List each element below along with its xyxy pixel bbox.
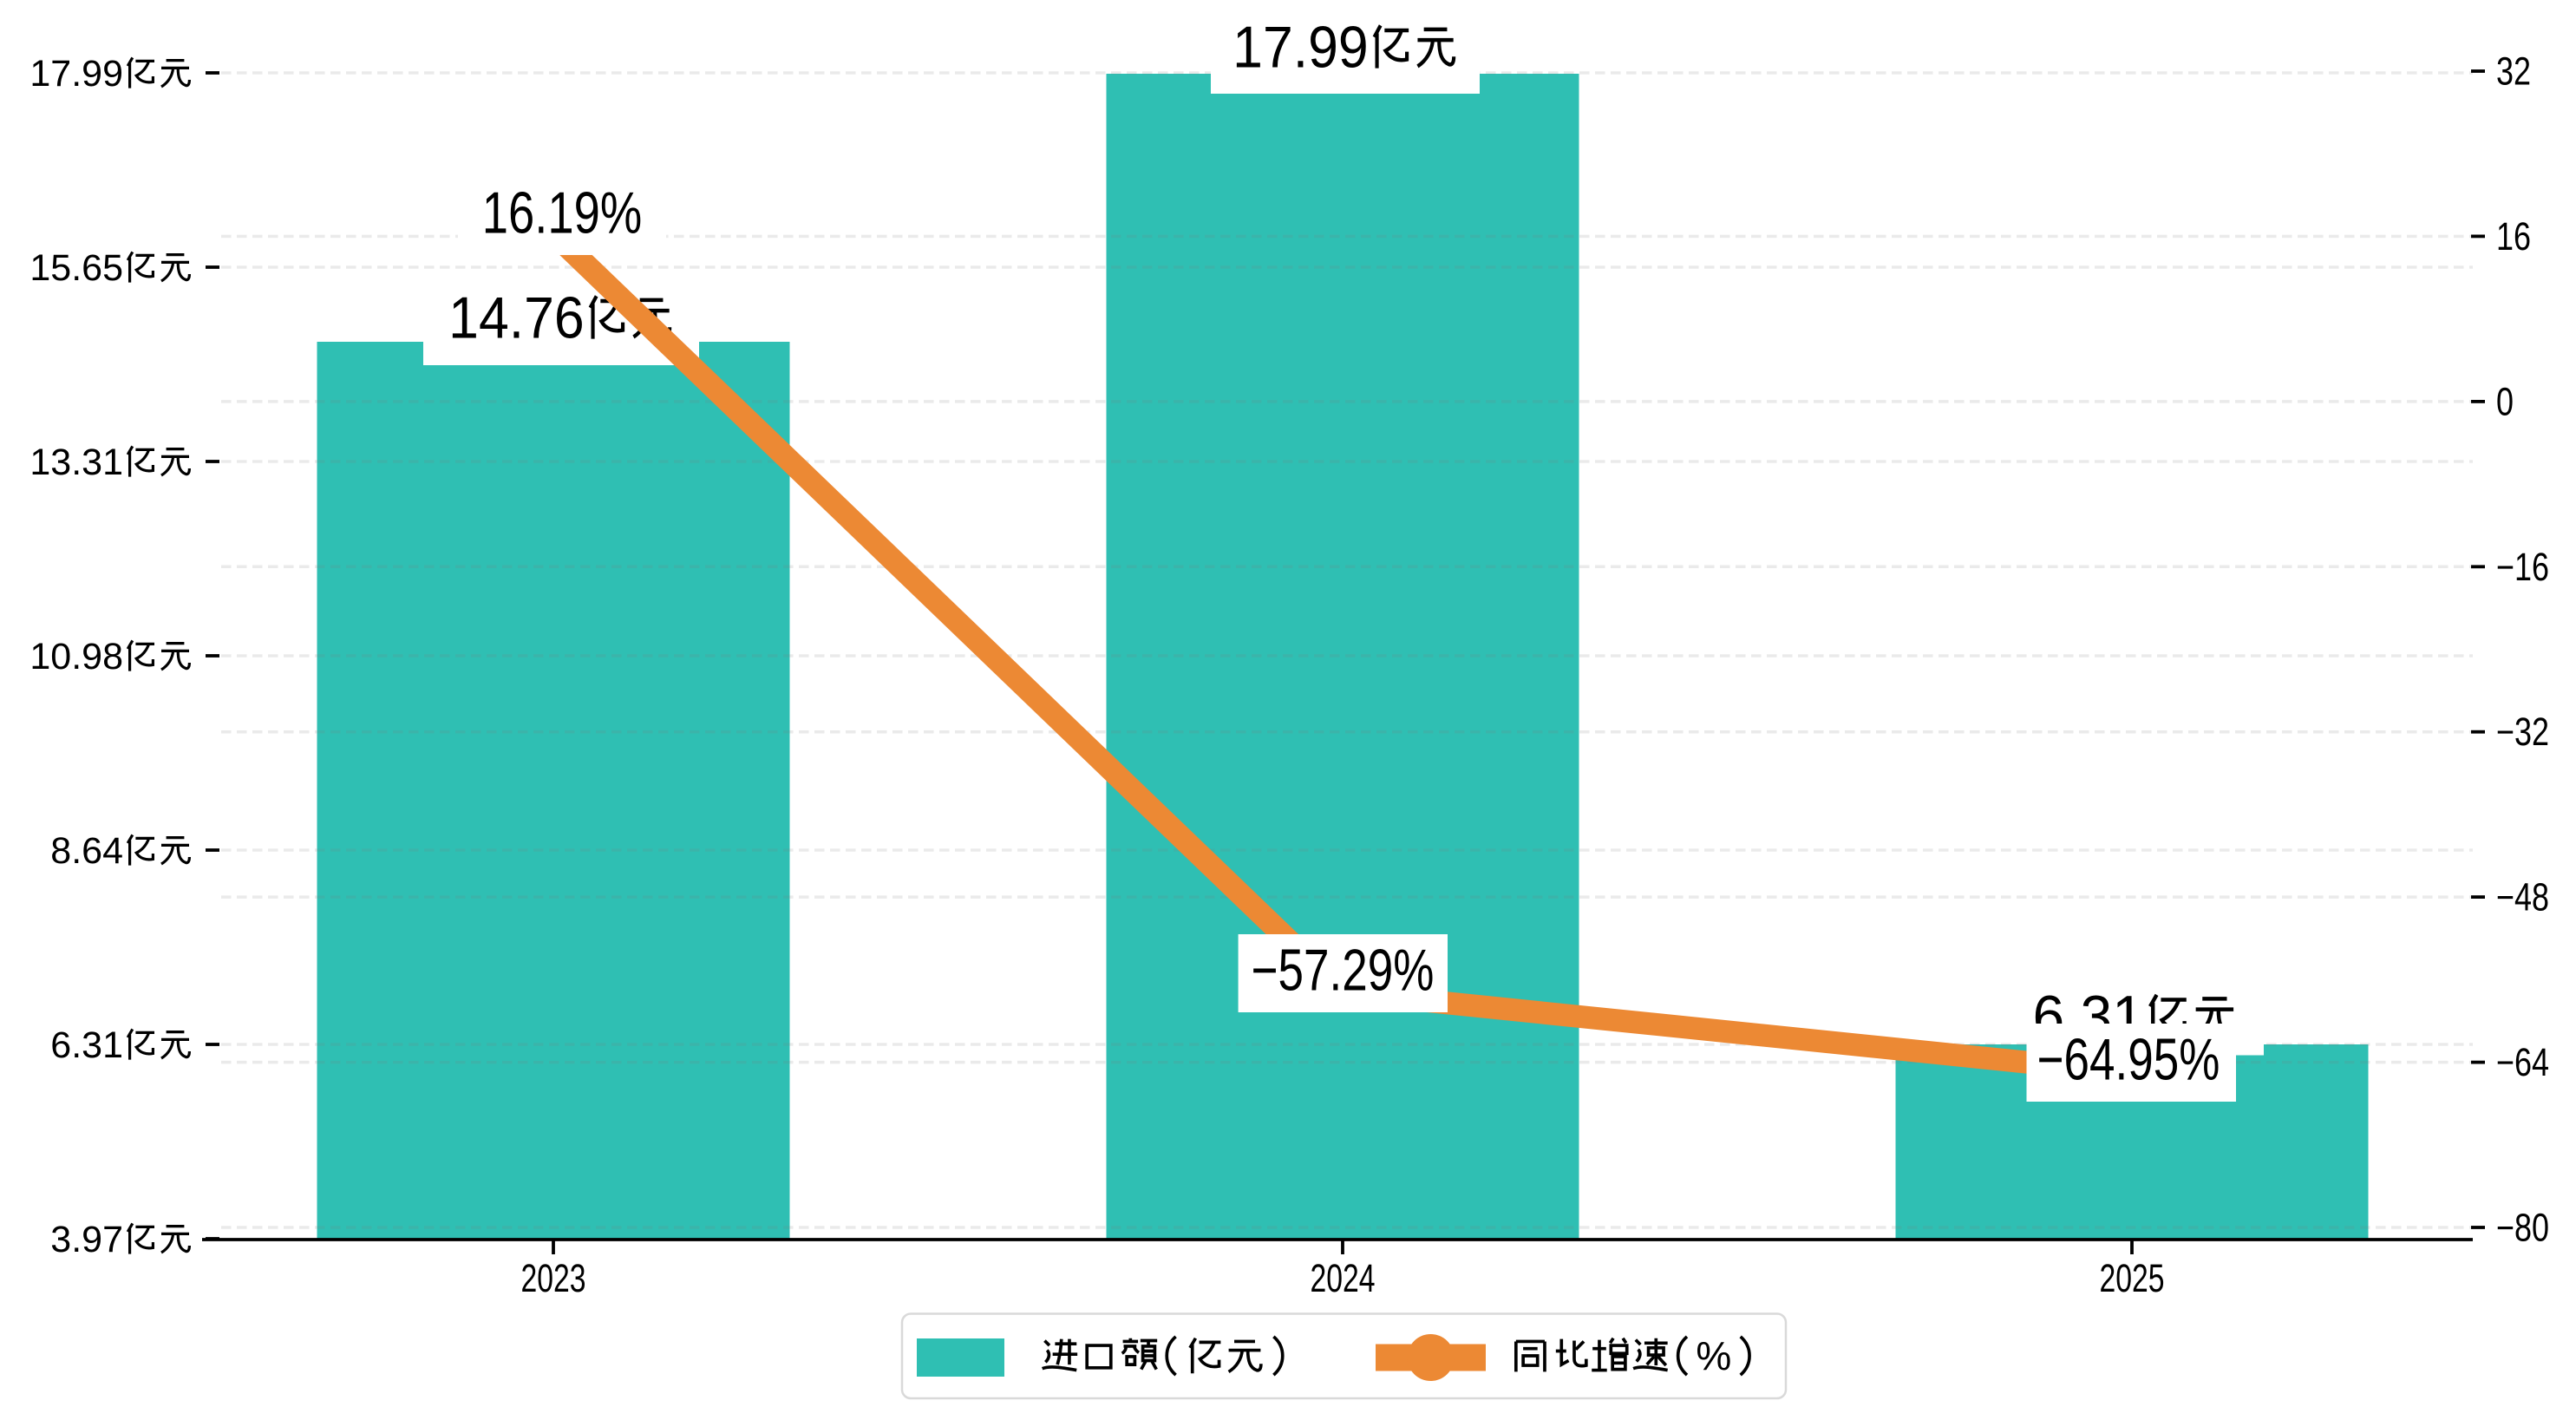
svg-text:−16: −16 (2496, 545, 2549, 589)
svg-text:13.31: 13.31 (29, 442, 123, 483)
svg-text:−48: −48 (2496, 875, 2549, 919)
svg-text:17.99: 17.99 (1232, 14, 1369, 80)
svg-text:−32: −32 (2496, 710, 2549, 754)
svg-text:6.31: 6.31 (50, 1024, 123, 1066)
svg-text:2023: 2023 (521, 1257, 586, 1300)
svg-text:8.64: 8.64 (50, 830, 123, 872)
svg-text:17.99: 17.99 (29, 53, 123, 95)
svg-text:0: 0 (2496, 380, 2514, 424)
svg-text:−80: −80 (2496, 1206, 2549, 1250)
svg-text:2025: 2025 (2100, 1257, 2165, 1300)
svg-text:14.76: 14.76 (448, 285, 585, 350)
svg-text:10.98: 10.98 (29, 636, 123, 677)
svg-text:−64.95%: −64.95% (2037, 1026, 2220, 1092)
svg-text:16: 16 (2496, 214, 2531, 258)
svg-text:%: % (1696, 1333, 1731, 1378)
svg-text:3.97: 3.97 (50, 1219, 123, 1260)
svg-text:2024: 2024 (1311, 1257, 1376, 1300)
svg-text:16.19%: 16.19% (482, 180, 642, 246)
svg-text:15.65: 15.65 (29, 247, 123, 289)
svg-text:32: 32 (2496, 49, 2531, 94)
svg-text:−57.29%: −57.29% (1252, 937, 1435, 1003)
svg-text:−64: −64 (2496, 1040, 2549, 1084)
